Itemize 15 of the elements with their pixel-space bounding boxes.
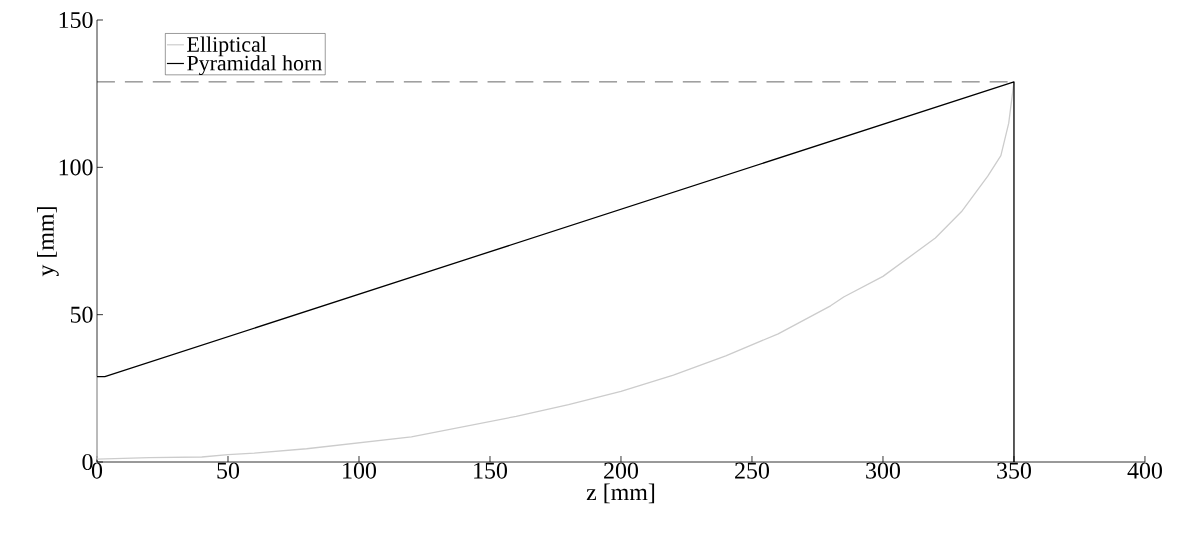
legend-label: Pyramidal horn [187, 55, 322, 76]
y-axis-title: y [mm] [36, 207, 59, 277]
y-tick-label: 100 [59, 159, 93, 176]
y-tick-label: 50 [70, 306, 93, 323]
x-tick-label: 350 [997, 462, 1031, 479]
y-tick-label: 150 [59, 11, 93, 29]
x-tick-label: 250 [735, 462, 769, 479]
x-tick-label: 150 [474, 462, 508, 479]
x-tick-label: 200 [604, 462, 639, 479]
x-tick-label: 300 [866, 462, 900, 479]
x-tick-label: 400 [1127, 462, 1162, 479]
legend-label: Elliptical [187, 36, 267, 57]
x-axis-title: z [mm] [586, 483, 655, 504]
x-tick-label: 100 [343, 462, 377, 479]
x-tick-label: 50 [217, 462, 240, 479]
